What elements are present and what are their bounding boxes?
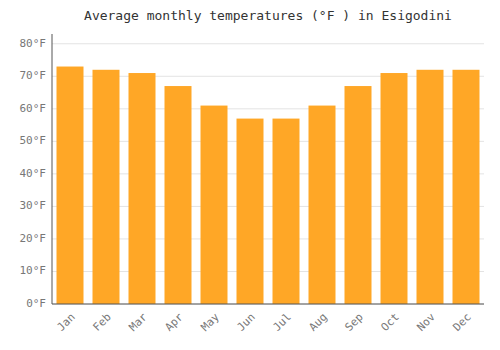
x-tick-label: Feb	[91, 311, 114, 334]
grid-line	[52, 43, 484, 44]
bar	[417, 70, 444, 304]
bar	[345, 86, 372, 304]
x-tick-label: Dec	[451, 311, 474, 334]
x-tick-label: Aug	[307, 311, 330, 334]
x-tick-label: Sep	[343, 311, 366, 334]
bar	[165, 86, 192, 304]
y-tick-label: 0°F	[26, 297, 46, 310]
bar	[453, 70, 480, 304]
bar	[309, 106, 336, 304]
x-tick-label: Jan	[55, 311, 78, 334]
bar	[237, 119, 264, 304]
y-tick-label: 50°F	[20, 134, 47, 147]
x-tick-label: May	[199, 310, 223, 334]
bar	[57, 67, 84, 304]
bars	[57, 67, 480, 304]
chart-title: Average monthly temperatures (°F ) in Es…	[84, 8, 452, 23]
y-tick-label: 60°F	[20, 102, 47, 115]
x-tick-label: Oct	[379, 311, 402, 334]
chart-svg: 0°F 10°F 20°F 30°F 40°F 50°F 60°F 70°F 80°F Jan Fe…	[0, 0, 500, 350]
y-tick-label: 30°F	[20, 199, 47, 212]
chart-container: 0°F 10°F 20°F 30°F 40°F 50°F 60°F 70°F 80°F Jan Fe…	[0, 0, 500, 350]
x-tick-label: Apr	[163, 310, 187, 334]
grid-line	[52, 304, 484, 305]
x-tick-label: Jun	[235, 311, 258, 334]
x-axis: Jan Feb Mar Apr May Jun Jul Aug Sep Oct Nov Dec	[55, 310, 474, 334]
x-tick-label: Mar	[127, 310, 151, 334]
x-axis-line	[52, 304, 484, 305]
y-grid	[52, 44, 484, 304]
x-tick-label: Nov	[415, 310, 439, 334]
y-axis-line	[52, 34, 53, 304]
y-tick-label: 80°F	[20, 37, 47, 50]
y-tick-label: 40°F	[20, 167, 47, 180]
x-tick-label: Jul	[271, 311, 294, 334]
bar	[381, 73, 408, 304]
y-axis: 0°F 10°F 20°F 30°F 40°F 50°F 60°F 70°F 80°F	[20, 37, 47, 310]
y-tick-label: 20°F	[20, 232, 47, 245]
bar	[93, 70, 120, 304]
bar	[273, 119, 300, 304]
bar	[201, 106, 228, 304]
y-tick-label: 10°F	[20, 264, 47, 277]
bar	[129, 73, 156, 304]
y-tick-label: 70°F	[20, 69, 47, 82]
